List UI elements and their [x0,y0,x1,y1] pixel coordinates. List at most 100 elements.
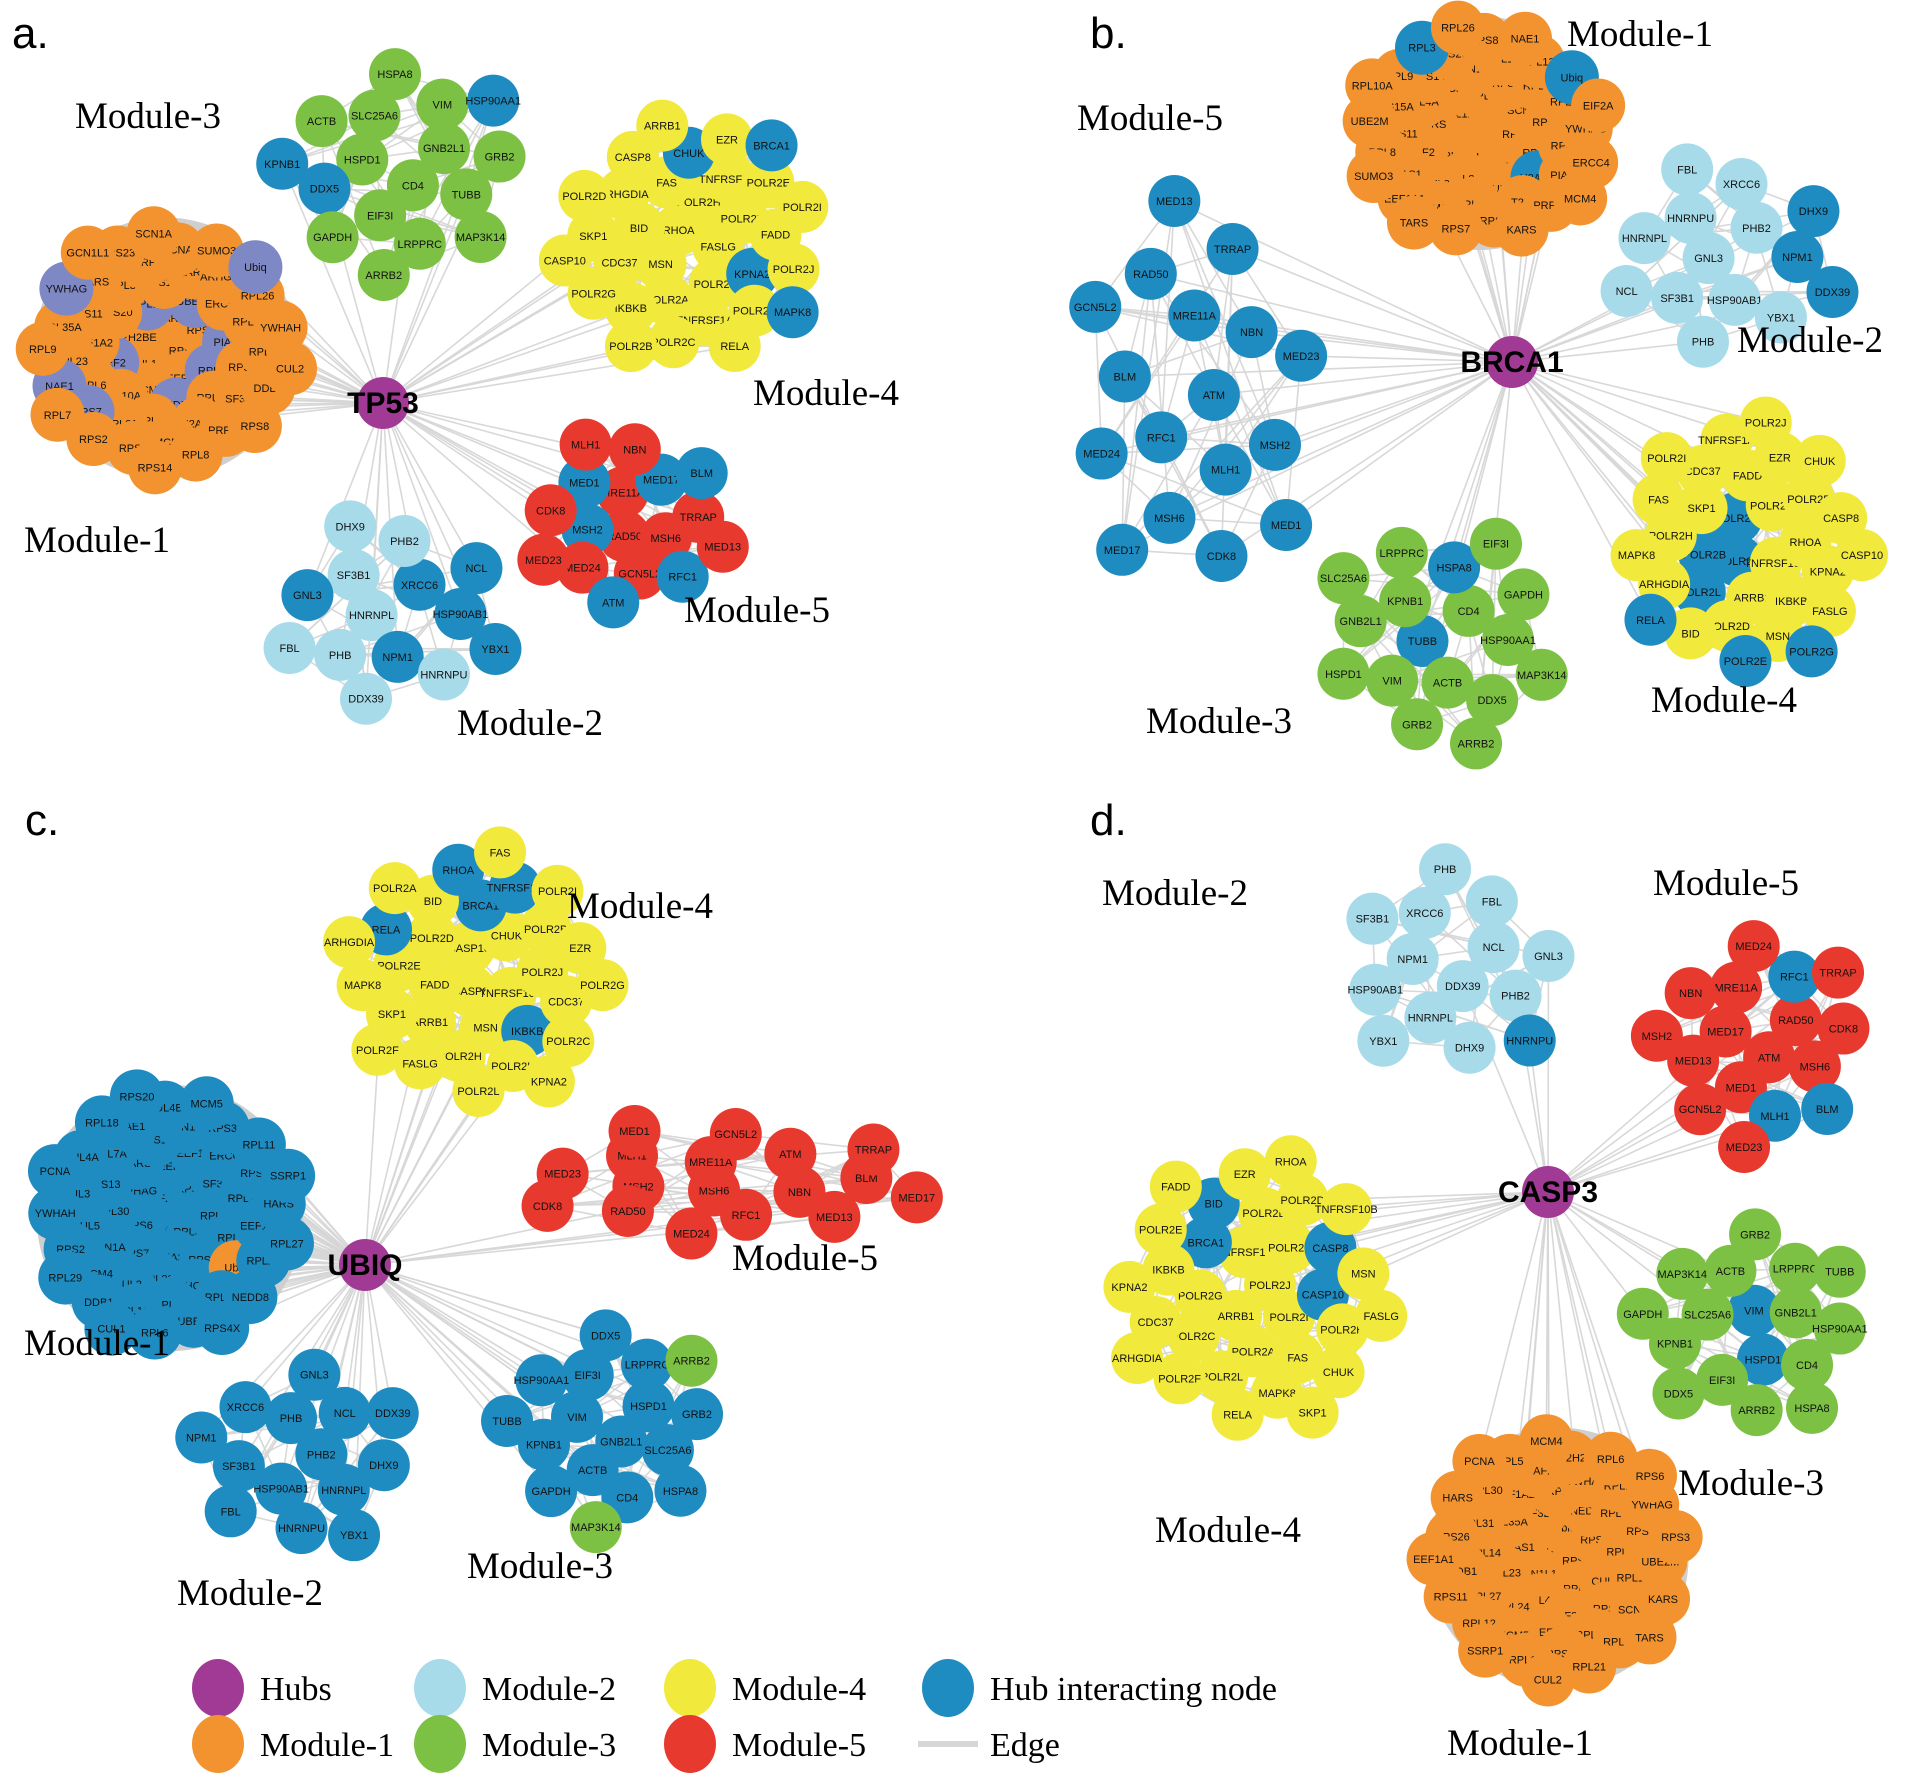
node-label: RPL18 [85,1117,119,1129]
node-label: VIM [567,1412,587,1424]
node-LRPPRC [1375,526,1428,579]
node-label: POLR2I [538,886,577,898]
node-label: RPL26 [241,291,275,303]
node-RAD50 [1769,994,1822,1047]
node-label: MED17 [643,475,680,487]
node-MSH2 [1630,1009,1683,1062]
node-label: GRB2 [1402,719,1432,731]
node-MED23 [1718,1121,1771,1174]
node-CUL1 [84,1301,139,1356]
legend-label: Hubs [260,1671,332,1708]
node-label: TARS [1635,1632,1664,1644]
node-label: MRE11A [1715,983,1759,995]
node-ARRB2 [357,249,410,302]
node-TNFRSF10B [704,152,757,205]
node-RFC1 [1135,411,1188,464]
node-label: MED23 [544,1169,581,1181]
node-label: CASP10 [544,255,586,267]
node-label: IKBKB [1152,1265,1184,1277]
node-label: SF3B1 [222,1461,256,1473]
node-MED13 [1667,1034,1720,1087]
node-FBL [263,621,316,674]
node-label: POLR2C [651,337,695,349]
node-label: POLR2J [773,264,815,276]
node-label: KPNA2 [734,269,770,281]
node-label: SKP1 [1687,503,1715,515]
node-label: POLR2J [1745,417,1787,429]
node-label: GRB2 [682,1409,712,1421]
node-RAD50 [1124,247,1177,300]
node-FBL [204,1485,257,1538]
node-label: RPL7 [44,410,72,422]
node-RFC1 [656,550,709,603]
node-label: CHUK [491,930,523,942]
node-POLR2C [647,316,700,369]
node-label: YWHAH [260,323,301,335]
node-GNB2L1 [1769,1286,1822,1339]
node-MCM5 [179,1076,234,1131]
node-EIF3I [354,189,407,242]
node-label: POLR2H [1649,530,1693,542]
node-label: YBX1 [1767,312,1795,324]
panel-b: ATM RFC1 MRE11A MLH1 BLM NBN MSH6 RAD50 MSH2 MED2… [1069,0,1889,770]
node-KPNA2 [522,1055,575,1108]
node-label: MED1 [569,478,600,490]
node-DHX9 [324,500,377,553]
node-label: HSPD1 [1745,1355,1782,1367]
node-label: RPS2 [79,434,108,446]
node-XRCC6 [1398,886,1451,939]
node-label: POLR2E [377,960,420,972]
node-label: NAE1 [1511,34,1540,46]
node-label: CHUK [1804,456,1836,468]
node-label: CHUK [673,148,705,160]
module-label-module-4: Module-4 [1651,680,1797,721]
node-YBX1 [1754,291,1807,344]
node-label: ARHGDIA [1112,1353,1163,1365]
legend-swatch-module3 [414,1715,466,1773]
node-TRRAP [847,1123,900,1176]
node-EZR [1218,1148,1271,1201]
node-label: FAS [490,847,511,859]
node-label: RELA [720,341,749,353]
node-GNB2L1 [418,122,471,175]
node-label: RPS8 [241,421,270,433]
node-label: GCN5L2 [714,1129,757,1141]
node-label: MRE11A [601,487,645,499]
node-label: RPS3 [1661,1532,1690,1544]
node-label: MED17 [1104,545,1141,557]
node-MAP3K14 [569,1501,622,1554]
node-label: ATM [602,597,624,609]
node-ACTB [1704,1244,1757,1297]
node-label: SKP1 [378,1009,406,1021]
node-label: KPNB1 [264,159,300,171]
node-label: RPS14 [138,462,173,474]
node-label: EIF3I [1483,539,1509,551]
node-label: MAPK8 [1259,1388,1296,1400]
node-FASLG [1803,585,1856,638]
node-FASLG [394,1037,447,1090]
node-SF3B1 [1651,271,1704,324]
node-POLR2F [351,1023,404,1076]
node-SKP1 [1286,1386,1339,1439]
node-POLR2J [1739,396,1792,449]
node-label: FASLG [402,1058,437,1070]
node-MED17 [1096,523,1149,576]
node-POLR2I [531,864,584,917]
node-ARRB1 [636,99,689,152]
node-SLC25A6 [1317,552,1370,605]
node-label: POLR2D [1706,621,1750,633]
node-RPS7 [1428,201,1483,256]
node-label: MAP3K14 [1658,1269,1708,1281]
node-PHB2 [378,514,431,567]
node-FAS [1632,473,1685,526]
node-label: CDC37 [1685,466,1721,478]
node-GCN1L1 [60,225,115,280]
node-HSP90AA1 [1482,613,1535,666]
node-label: MSN [473,1023,498,1035]
node-label: CD4 [1796,1360,1818,1372]
node-NAE1 [1498,11,1553,66]
node-GRB2 [473,130,526,183]
node-label: HNRNPL [349,610,394,622]
node-label: HSPD1 [1325,669,1362,681]
node-label: MSH2 [1642,1031,1673,1043]
